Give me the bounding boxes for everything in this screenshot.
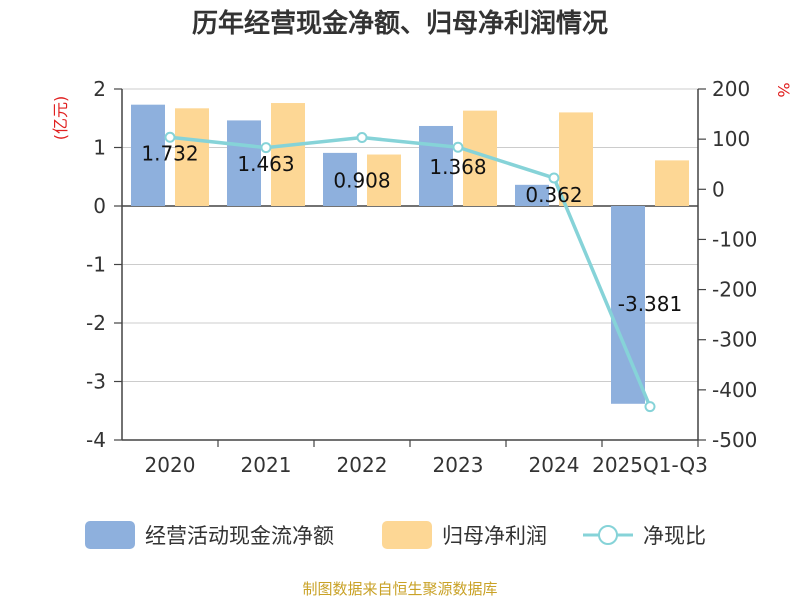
legend-label: 归母净利润 <box>442 524 547 548</box>
bar-data-label: 1.732 <box>141 141 198 165</box>
left-tick-label: -2 <box>86 311 106 335</box>
right-tick-label: 0 <box>712 177 725 201</box>
source-note: 制图数据来自恒生聚源数据库 <box>302 580 497 598</box>
legend-swatch-cash-flow <box>85 521 135 549</box>
right-tick-label: -300 <box>712 328 757 352</box>
chart-title: 历年经营现金净额、归母净利润情况 <box>192 8 608 39</box>
right-axis-unit: % <box>774 82 793 97</box>
right-tick-label: 200 <box>712 77 750 101</box>
right-tick-label: -100 <box>712 227 757 251</box>
bar-net-profit <box>559 112 593 206</box>
bar-cash-flow <box>323 152 357 206</box>
bar-data-label: 1.463 <box>237 152 294 176</box>
legend-label: 净现比 <box>643 524 706 548</box>
bar-net-profit <box>655 160 689 206</box>
bars <box>131 103 689 404</box>
ratio-polyline <box>169 135 652 408</box>
legend-swatch-ratio-marker <box>598 525 618 545</box>
x-tick-label: 2025Q1-Q3 <box>592 453 708 477</box>
bar-data-label: 0.908 <box>333 168 390 192</box>
ratio-point <box>164 131 176 143</box>
bar-cash-flow <box>131 104 165 206</box>
bar-cash-flow <box>611 206 645 404</box>
data-labels: 1.732 1.463 0.908 1.368 0.362 -3.381 <box>141 141 682 316</box>
bar-cash-flow <box>515 184 549 206</box>
left-axis-ticks: 2 1 0 -1 -2 -3 -4 <box>86 77 122 452</box>
right-tick-label: 100 <box>712 127 750 151</box>
bar-net-profit <box>271 103 305 206</box>
right-axis-ticks: 200 100 0 -100 -200 -300 -400 -500 <box>698 77 757 452</box>
bar-data-label: 0.362 <box>525 183 582 207</box>
left-tick-label: 0 <box>93 194 106 218</box>
bar-data-label: 1.368 <box>429 155 486 179</box>
legend: 经营活动现金流净额 归母净利润 净现比 <box>85 521 706 549</box>
ratio-point <box>260 142 272 154</box>
x-axis-ticks: 2020 2021 2022 2023 2024 2025Q1-Q3 <box>145 440 708 477</box>
left-tick-label: 2 <box>93 77 106 101</box>
ratio-point <box>644 401 656 413</box>
bar-net-profit <box>175 108 209 206</box>
left-tick-label: 1 <box>93 136 106 160</box>
bar-cash-flow <box>227 120 261 206</box>
ratio-point <box>452 141 464 153</box>
x-tick-label: 2022 <box>337 453 388 477</box>
x-tick-label: 2020 <box>145 453 196 477</box>
left-tick-label: -4 <box>86 428 106 452</box>
right-tick-label: -500 <box>712 428 757 452</box>
x-tick-label: 2024 <box>529 453 580 477</box>
legend-label: 经营活动现金流净额 <box>145 524 334 548</box>
ratio-point <box>548 172 560 184</box>
bar-data-label: -3.381 <box>618 292 682 316</box>
bar-net-profit <box>367 154 401 206</box>
left-tick-label: -3 <box>86 370 106 394</box>
x-tick-label: 2021 <box>241 453 292 477</box>
right-tick-label: -400 <box>712 378 757 402</box>
left-tick-label: -1 <box>86 253 106 277</box>
right-tick-label: -200 <box>712 278 757 302</box>
ratio-line <box>164 131 656 413</box>
bar-cash-flow <box>419 125 453 206</box>
legend-swatch-net-profit <box>382 521 432 549</box>
ratio-point <box>356 132 368 144</box>
x-tick-label: 2023 <box>433 453 484 477</box>
left-axis-unit: (亿元) <box>51 96 70 141</box>
